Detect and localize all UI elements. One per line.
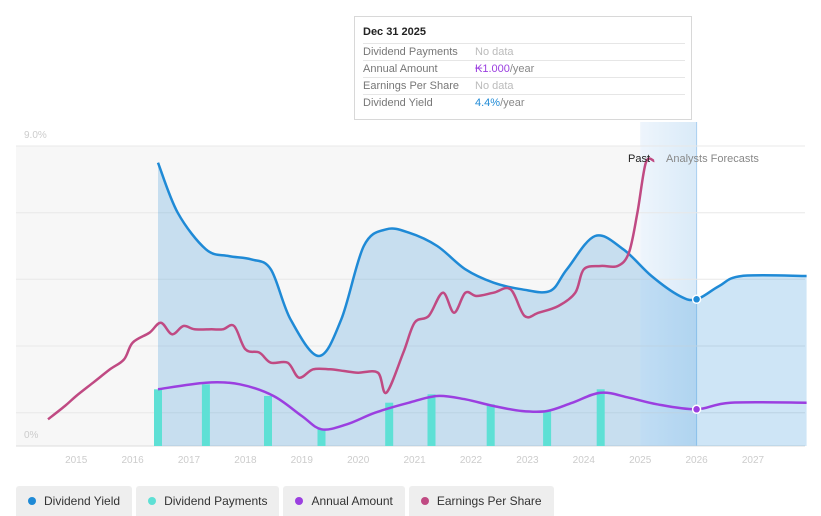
dividend-chart: 2015 2016 2017 2018 2019 2020 2021 2022 2023 2024…: [16, 122, 807, 466]
dividend-payment-bar: [201, 384, 210, 446]
legend-label: Dividend Yield: [44, 494, 121, 508]
legend-label: Earnings Per Share: [436, 494, 542, 508]
tooltip: Dec 31 2025 Dividend Payments No data An…: [354, 16, 692, 120]
x-tick-label: 2020: [347, 455, 370, 466]
y-tick-top: 9.0%: [24, 130, 47, 141]
tooltip-value: 4.4%/year: [475, 97, 525, 109]
x-tick-label: 2017: [178, 455, 201, 466]
tooltip-label: Earnings Per Share: [363, 80, 459, 92]
dot-icon: [28, 497, 36, 505]
tooltip-value: No data: [475, 80, 514, 92]
x-tick-label: 2022: [460, 455, 483, 466]
x-tick-label: 2026: [685, 455, 708, 466]
x-tick-label: 2019: [291, 455, 314, 466]
dividend-payment-bar: [427, 394, 436, 446]
annual-amount-line: [157, 380, 807, 431]
dividend-yield-line: [156, 162, 807, 358]
tooltip-date: Dec 31 2025: [363, 26, 426, 38]
dividend-payment-bar: [543, 411, 552, 446]
x-tick-label: 2025: [629, 455, 652, 466]
dividend-payment-bar: [264, 396, 272, 446]
tooltip-value: No data: [475, 46, 514, 58]
annual-amount-marker: [691, 404, 702, 415]
legend-label: Dividend Payments: [164, 494, 268, 508]
tooltip-label: Dividend Payments: [363, 46, 458, 58]
dot-icon: [148, 497, 157, 505]
tooltip-row-dividend-payments: Dividend Payments No data: [363, 43, 685, 61]
dot-icon: [420, 497, 429, 505]
legend: Dividend Yield Dividend Payments Annual …: [16, 486, 554, 516]
earnings-per-share-line: [47, 157, 655, 421]
legend-item-annual-amount[interactable]: Annual Amount: [283, 486, 405, 516]
tooltip-label: Dividend Yield: [363, 97, 433, 109]
legend-label: Annual Amount: [311, 494, 393, 508]
x-tick-label: 2024: [573, 455, 596, 466]
tooltip-row-dividend-yield: Dividend Yield 4.4%/year: [363, 94, 685, 112]
dividend-payment-bar: [385, 402, 394, 446]
x-tick-label: 2016: [121, 455, 144, 466]
forecast-band: [640, 122, 697, 446]
x-tick-label: 2021: [403, 455, 426, 466]
legend-item-dividend-yield[interactable]: Dividend Yield: [16, 486, 133, 516]
tooltip-row-earnings-per-share: Earnings Per Share No data: [363, 77, 685, 95]
tooltip-value: ₭1.000/year: [475, 63, 535, 75]
dividend-yield-marker: [691, 294, 702, 305]
tooltip-label: Annual Amount: [363, 63, 438, 75]
dividend-payment-bar: [154, 389, 162, 446]
dividend-yield-area: [158, 162, 807, 446]
dividend-payment-bar: [486, 404, 495, 446]
forecast-label: Analysts Forecasts: [666, 153, 759, 165]
tooltip-row-annual-amount: Annual Amount ₭1.000/year: [363, 60, 685, 78]
dot-icon: [295, 497, 304, 505]
dividend-payment-bar: [596, 389, 605, 446]
dividend-payment-bar: [317, 429, 326, 446]
x-tick-label: 2023: [516, 455, 539, 466]
x-tick-label: 2015: [65, 455, 88, 466]
past-region: [16, 146, 641, 446]
legend-item-earnings-per-share[interactable]: Earnings Per Share: [408, 486, 554, 516]
y-tick-bottom: 0%: [24, 430, 39, 441]
legend-item-dividend-payments[interactable]: Dividend Payments: [136, 486, 280, 516]
past-label: Past: [628, 153, 650, 165]
x-tick-label: 2027: [742, 455, 765, 466]
x-tick-label: 2018: [234, 455, 257, 466]
